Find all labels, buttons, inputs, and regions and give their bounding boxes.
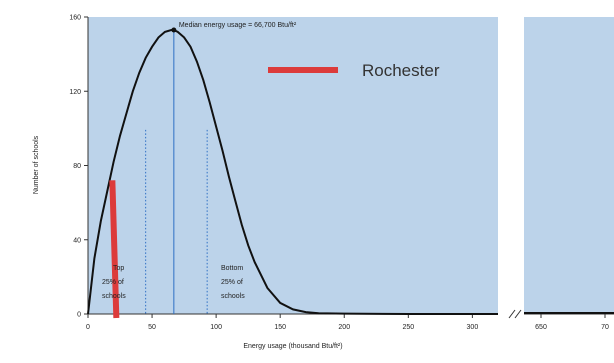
median-label: Median energy usage = 66,700 Btu/ft² — [179, 22, 297, 29]
plot-area-broken — [524, 17, 614, 314]
x-tick-label-5: 250 — [402, 324, 414, 331]
axis-break-mark-right — [514, 309, 522, 319]
y-tick-label-2: 80 — [73, 163, 81, 170]
annotation-top-line-1: Top — [113, 265, 124, 272]
annotation-bottom-line-2: 25% of — [221, 279, 243, 286]
annotation-bottom-line-3: schools — [221, 293, 245, 300]
y-tick-label-0: 0 — [77, 312, 81, 319]
x-tick-label-2: 100 — [210, 324, 222, 331]
x-tick-label-6: 300 — [467, 324, 479, 331]
x-tick-label-1: 50 — [148, 324, 156, 331]
y-tick-label-3: 120 — [69, 89, 81, 96]
y-axis-title: Number of schools — [33, 135, 40, 194]
broken-tick-label-2: 70 — [601, 324, 609, 331]
x-tick-label-0: 0 — [86, 324, 90, 331]
y-tick-label-4: 160 — [69, 15, 81, 22]
x-axis-title: Energy usage (thousand Btu/ft²) — [243, 343, 342, 350]
broken-tick-label-1: 650 — [535, 324, 547, 331]
plot-area-main — [88, 17, 498, 314]
distribution-curve — [87, 29, 498, 315]
annotation-bottom-line-1: Bottom — [221, 265, 243, 272]
annotation-top-line-2: 25% of — [102, 279, 124, 286]
rochester-highlight-bar — [109, 180, 120, 319]
legend-label-rochester: Rochester — [362, 61, 440, 80]
y-tick-label-1: 40 — [73, 237, 81, 244]
axis-break-mark-left — [508, 309, 516, 319]
annotation-top-line-3: schools — [102, 293, 126, 300]
x-tick-label-3: 150 — [274, 324, 286, 331]
x-tick-label-4: 200 — [338, 324, 350, 331]
median-point — [171, 27, 177, 33]
